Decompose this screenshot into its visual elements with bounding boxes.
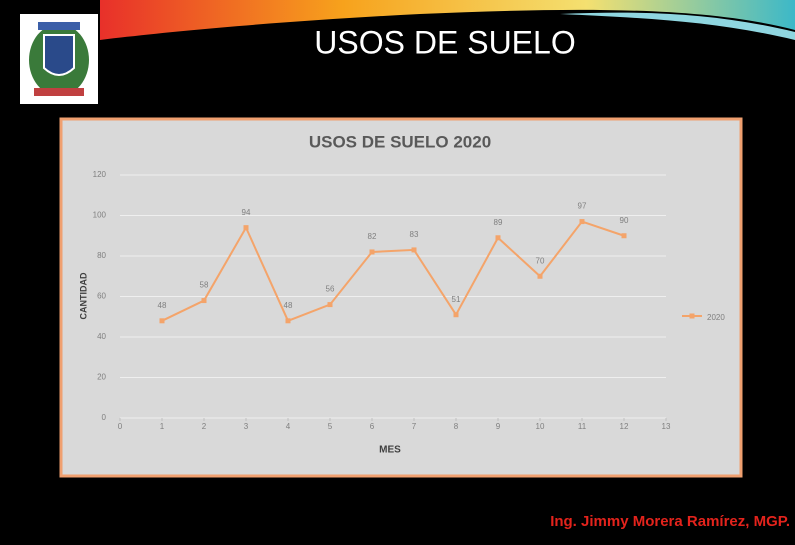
point-marker — [327, 302, 333, 308]
x-tick-label: 5 — [328, 422, 333, 431]
data-label: 83 — [410, 230, 419, 239]
data-label: 97 — [578, 202, 587, 211]
logo-banner — [38, 22, 80, 30]
point-marker — [453, 312, 459, 318]
x-tick-label: 13 — [662, 422, 671, 431]
chart-title: USOS DE SUELO 2020 — [309, 132, 491, 151]
y-tick-label: 60 — [97, 292, 106, 301]
data-label: 58 — [200, 281, 209, 290]
logo-shield — [43, 34, 75, 76]
header-swoosh — [100, 0, 795, 40]
data-label: 48 — [284, 301, 293, 310]
x-tick-label: 6 — [370, 422, 375, 431]
data-label: 90 — [620, 216, 629, 225]
point-marker — [621, 233, 627, 239]
data-label: 48 — [158, 301, 167, 310]
y-tick-label: 80 — [97, 251, 106, 260]
logo-ribbon — [34, 88, 84, 96]
point-marker — [579, 219, 585, 225]
x-tick-label: 2 — [202, 422, 207, 431]
x-tick-label: 3 — [244, 422, 249, 431]
footer: Ing. Jimmy Morera Ramírez, MGP. — [550, 513, 790, 530]
point-marker — [537, 273, 543, 279]
point-marker — [159, 318, 165, 324]
header-swoosh-light — [560, 12, 795, 40]
y-tick-label: 100 — [93, 211, 107, 220]
x-tick-label: 1 — [160, 422, 165, 431]
data-label: 51 — [452, 295, 461, 304]
data-label: 70 — [536, 256, 545, 265]
chart-panel — [59, 117, 743, 478]
point-marker — [411, 247, 417, 253]
y-axis-label: CANTIDAD — [78, 272, 88, 319]
x-axis-label: MES — [379, 445, 401, 456]
slide-title: USOS DE SUELO — [314, 24, 575, 60]
data-label: 89 — [494, 218, 503, 227]
x-tick-label: 11 — [578, 422, 587, 431]
y-tick-label: 0 — [102, 413, 107, 422]
y-tick-label: 40 — [97, 332, 106, 341]
y-tick-label: 120 — [93, 170, 107, 179]
logo — [20, 14, 98, 104]
series-line — [161, 220, 625, 323]
point-marker — [285, 318, 291, 324]
x-tick-label: 12 — [620, 422, 629, 431]
x-tick-label: 0 — [118, 422, 123, 431]
point-marker — [369, 249, 375, 255]
x-tick-label: 10 — [536, 422, 545, 431]
data-label: 82 — [368, 232, 377, 241]
point-marker — [243, 225, 249, 231]
legend-marker — [689, 313, 695, 319]
x-tick-label: 4 — [286, 422, 291, 431]
point-marker — [201, 298, 207, 304]
data-label: 56 — [326, 285, 335, 294]
x-tick-label: 8 — [454, 422, 459, 431]
x-tick-label: 7 — [412, 422, 417, 431]
point-marker — [495, 235, 501, 241]
y-tick-label: 20 — [97, 373, 106, 382]
legend-label: 2020 — [707, 313, 725, 322]
x-tick-label: 9 — [496, 422, 501, 431]
data-label: 94 — [242, 208, 251, 217]
